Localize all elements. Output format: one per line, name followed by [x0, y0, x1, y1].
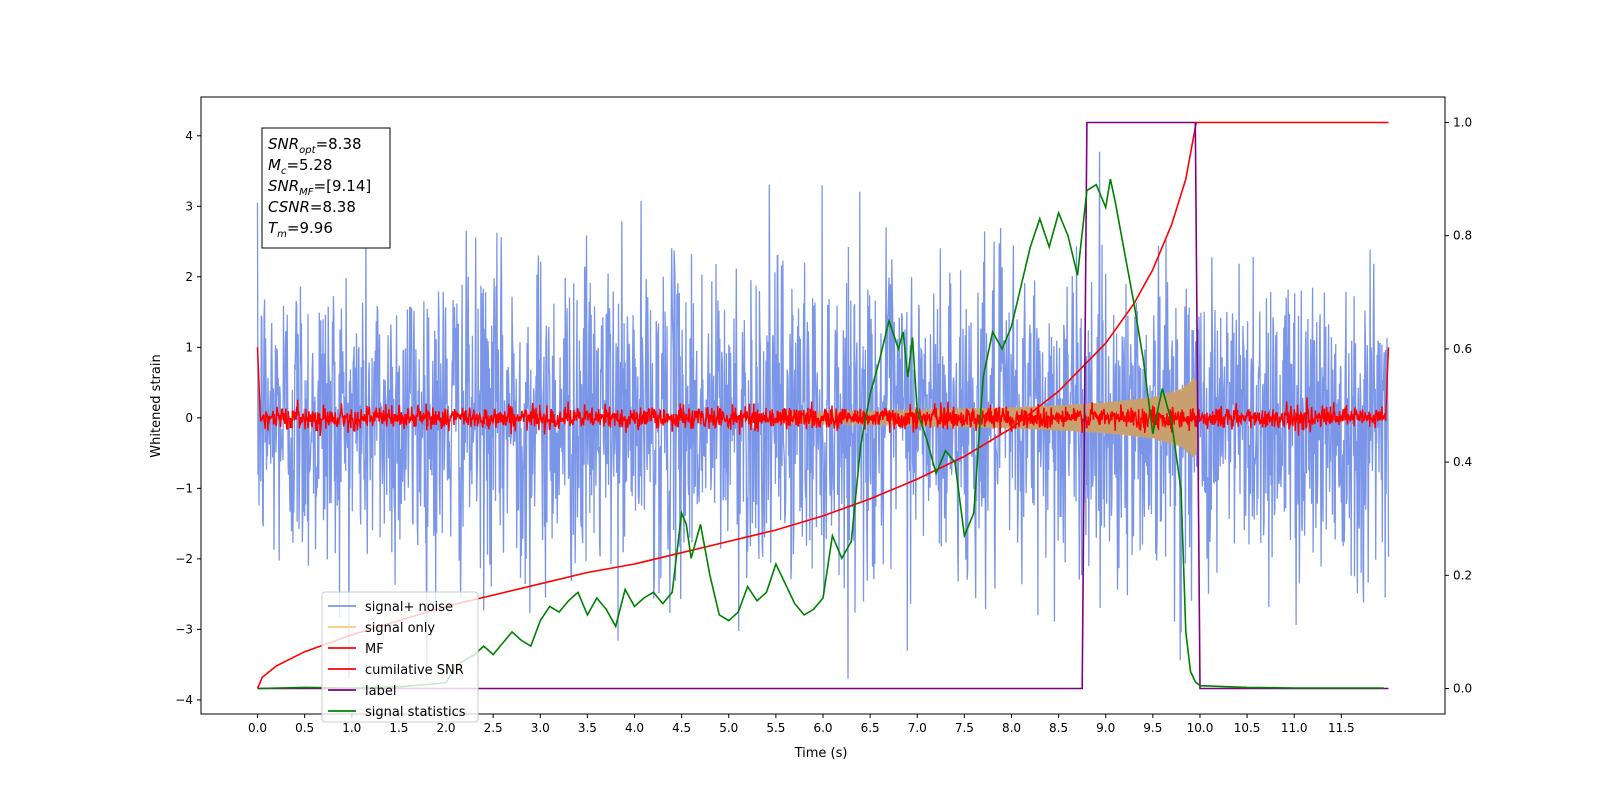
annotation-line: Tm=9.96 — [268, 219, 333, 240]
x-tick-label: 10.5 — [1234, 721, 1261, 735]
series-label — [257, 121, 1389, 690]
x-tick-label: 10.0 — [1187, 721, 1214, 735]
annotation-line: CSNR=8.38 — [268, 198, 356, 216]
annotation-line: SNRMF=[9.14] — [268, 177, 371, 198]
y-ticks-right: 1.0 0.8 0.6 0.4 0.2 0.0 — [1445, 115, 1472, 696]
legend: signal+ noise signal only MF cumilative SNR… — [321, 591, 479, 723]
x-tick-label: 4.0 — [625, 721, 644, 735]
legend-entry: MF — [365, 642, 384, 657]
x-tick-label: 7.0 — [908, 721, 927, 735]
x-tick-label: 0.5 — [295, 721, 314, 735]
y2-tick-label: 0.4 — [1453, 455, 1472, 469]
legend-entry: signal statistics — [365, 705, 466, 720]
y-tick-label: −3 — [175, 622, 193, 636]
y-tick-label: 4 — [185, 129, 193, 143]
x-tick-label: 2.0 — [436, 721, 455, 735]
legend-entry: cumilative SNR — [365, 663, 464, 678]
y-axis-label: Whitened strain — [149, 354, 164, 457]
y2-tick-label: 1.0 — [1453, 115, 1472, 129]
x-tick-label: 11.5 — [1328, 721, 1355, 735]
x-tick-label: 9.5 — [1143, 721, 1162, 735]
x-tick-label: 9.0 — [1096, 721, 1115, 735]
legend-frame — [321, 591, 479, 723]
x-ticks: 0.0 0.5 1.0 1.5 2.0 2.5 3.0 3.5 4.0 4.5 5.0 5.5 6.0 6… — [248, 714, 1355, 735]
x-tick-label: 6.5 — [861, 721, 880, 735]
series-mf — [256, 347, 1390, 437]
legend-entry: signal+ noise — [365, 600, 453, 615]
x-tick-label: 3.5 — [578, 721, 597, 735]
series-signal-statistics — [257, 178, 1384, 690]
y-ticks-left: 4 3 2 1 0 −1 −2 −3 −4 — [175, 129, 201, 707]
y-tick-label: 1 — [185, 340, 193, 354]
x-tick-label: 8.5 — [1049, 721, 1068, 735]
x-tick-label: 11.0 — [1281, 721, 1308, 735]
y-tick-label: 0 — [185, 411, 193, 425]
y-tick-label: −1 — [175, 481, 193, 495]
y2-tick-label: 0.8 — [1453, 229, 1472, 243]
y-tick-label: −2 — [175, 552, 193, 566]
x-tick-label: 6.0 — [813, 721, 832, 735]
x-tick-label: 2.5 — [484, 721, 503, 735]
annotation-frame — [261, 127, 391, 249]
x-tick-label: 8.0 — [1002, 721, 1021, 735]
x-axis-label: Time (s) — [794, 746, 848, 761]
legend-entry: label — [365, 684, 396, 699]
y-tick-label: −4 — [175, 693, 193, 707]
annotation-line: Mc=5.28 — [268, 156, 332, 177]
x-tick-label: 4.5 — [672, 721, 691, 735]
x-tick-label: 0.0 — [248, 721, 267, 735]
y2-tick-label: 0.0 — [1453, 682, 1472, 696]
x-tick-label: 5.5 — [766, 721, 785, 735]
x-tick-label: 1.5 — [389, 721, 408, 735]
x-tick-label: 5.0 — [719, 721, 738, 735]
x-tick-label: 7.5 — [955, 721, 974, 735]
y2-tick-label: 0.6 — [1453, 342, 1472, 356]
y-tick-label: 2 — [185, 270, 193, 284]
annotation-line: SNRopt=8.38 — [268, 135, 362, 156]
y2-tick-label: 0.2 — [1453, 568, 1472, 582]
x-tick-label: 3.0 — [531, 721, 550, 735]
series-signal-noise — [256, 151, 1390, 679]
y-tick-label: 3 — [185, 199, 193, 213]
x-tick-label: 1.0 — [342, 721, 361, 735]
legend-entry: signal only — [365, 621, 435, 636]
